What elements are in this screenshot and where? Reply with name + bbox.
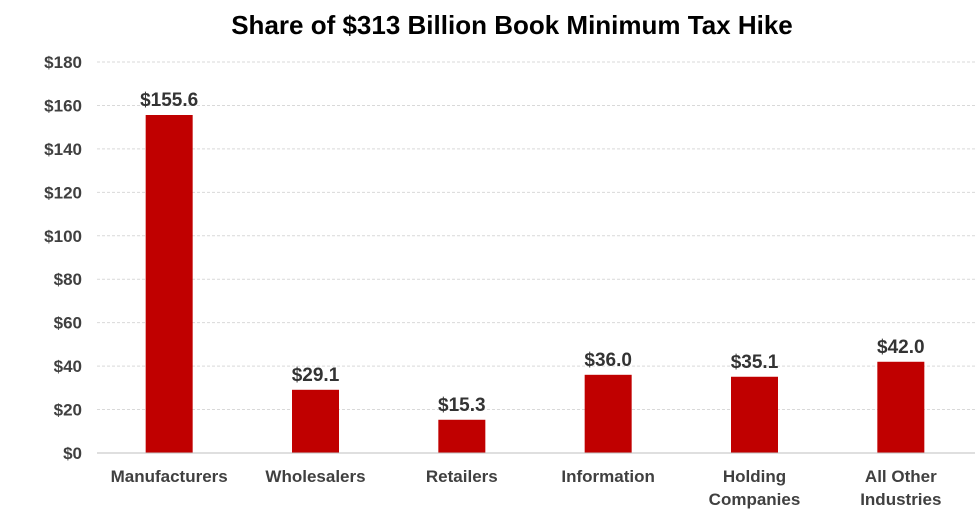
category-label: Information: [561, 467, 655, 486]
data-labels: $155.6 $29.1 $15.3 $36.0 $35.1 $42.0: [140, 90, 925, 416]
data-label: $15.3: [438, 395, 486, 416]
y-axis-tick-labels: $0 $20 $40 $60 $80 $100 $120 $140 $160 $180: [44, 53, 82, 463]
category-label: Manufacturers: [111, 467, 228, 486]
bar: [584, 374, 632, 453]
bars: [145, 115, 925, 453]
y-tick-label: $40: [54, 357, 82, 376]
y-tick-label: $120: [44, 183, 82, 202]
bar: [877, 361, 925, 453]
y-tick-label: $180: [44, 53, 82, 72]
gridlines: [97, 61, 975, 411]
x-axis-category-labels: Manufacturers Wholesalers Retailers Informa…: [111, 467, 942, 509]
y-tick-label: $140: [44, 140, 82, 159]
data-label: $42.0: [877, 337, 925, 358]
chart-title: Share of $313 Billion Book Minimum Tax H…: [231, 10, 793, 40]
y-tick-label: $160: [44, 96, 82, 115]
y-tick-label: $80: [54, 270, 82, 289]
y-tick-label: $60: [54, 314, 82, 333]
y-tick-label: $20: [54, 401, 82, 420]
data-label: $35.1: [731, 352, 779, 373]
y-tick-label: $0: [63, 444, 82, 463]
bar: [292, 389, 339, 453]
category-label: Wholesalers: [265, 467, 365, 486]
data-label: $29.1: [292, 365, 340, 386]
category-label: All Other Industries: [860, 467, 941, 509]
bar: [731, 376, 778, 453]
data-label: $36.0: [584, 350, 632, 371]
y-tick-label: $100: [44, 227, 82, 246]
data-label: $155.6: [140, 90, 198, 111]
category-label: Retailers: [426, 467, 498, 486]
bar: [438, 419, 486, 453]
bar: [145, 115, 193, 453]
category-label: Holding Companies: [709, 467, 801, 509]
